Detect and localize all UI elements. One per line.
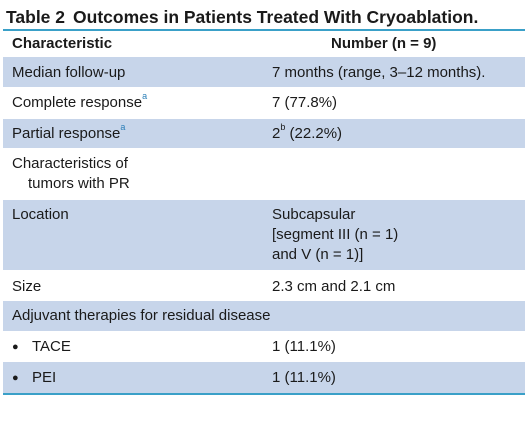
table-header-row: Characteristic Number (n = 9)	[3, 31, 525, 57]
footnote-b-marker: b	[280, 122, 286, 132]
partial-value-count: 2	[272, 125, 281, 142]
location-line2: [segment III (n = 1)	[272, 226, 399, 243]
location-value-cell: Subcapsular [segment III (n = 1) and V (…	[263, 205, 525, 270]
location-line3: and V (n = 1)]	[272, 246, 364, 263]
row-median-followup: Median follow-up 7 months (range, 3–12 m…	[3, 57, 525, 88]
complete-label: Complete response	[12, 94, 143, 111]
followup-value: 7 months (range, 3–12 months).	[272, 64, 486, 81]
location-label: Location	[12, 206, 69, 223]
complete-value: 7 (77.8%)	[272, 94, 338, 111]
row-characteristics-pr: Characteristics of tumors with PR	[3, 149, 525, 200]
partial-label: Partial response	[12, 125, 121, 142]
characteristics-line2: tumors with PR	[28, 175, 130, 192]
row-pei: ● PEI 1 (11.1%)	[3, 362, 525, 393]
bullet-icon: ●	[12, 372, 19, 384]
pei-label: PEI	[32, 369, 57, 386]
size-label: Size	[12, 278, 42, 295]
row-complete-response: Complete responsea 7 (77.8%)	[3, 88, 525, 119]
table-title: Table 2 Outcomes in Patients Treated With…	[3, 0, 525, 29]
adjuvant-label: Adjuvant therapies for residual disease	[12, 307, 271, 324]
tace-label-cell: ● TACE	[3, 337, 263, 361]
characteristics-label-cell: Characteristics of tumors with PR	[3, 154, 263, 199]
row-adjuvant-therapies: Adjuvant therapies for residual disease	[3, 301, 525, 332]
table-caption: Outcomes in Patients Treated With Cryoab…	[73, 7, 479, 27]
outcomes-table-figure: Table 2 Outcomes in Patients Treated With…	[3, 0, 525, 395]
header-number: Number (n = 9)	[331, 35, 437, 52]
partial-value-cell: 2b (22.2%)	[263, 122, 525, 148]
partial-label-cell: Partial responsea	[3, 122, 263, 148]
tace-value: 1 (11.1%)	[272, 338, 336, 355]
bullet-icon: ●	[12, 341, 19, 353]
pei-label-cell: ● PEI	[3, 368, 263, 393]
location-line1: Subcapsular	[272, 206, 356, 223]
header-characteristic: Characteristic	[12, 35, 113, 52]
row-location: Location Subcapsular [segment III (n = 1…	[3, 200, 525, 271]
footnote-a-marker: a	[120, 122, 126, 132]
characteristics-value-empty	[263, 154, 525, 199]
row-partial-response: Partial responsea 2b (22.2%)	[3, 119, 525, 149]
complete-label-cell: Complete responsea	[3, 91, 263, 118]
row-tace: ● TACE 1 (11.1%)	[3, 332, 525, 362]
pei-value: 1 (11.1%)	[272, 369, 336, 386]
table-number: Table 2	[6, 7, 66, 27]
tace-label: TACE	[32, 338, 71, 355]
row-size: Size 2.3 cm and 2.1 cm	[3, 271, 525, 301]
outcomes-table: Characteristic Number (n = 9) Median fol…	[3, 29, 525, 395]
followup-label: Median follow-up	[12, 64, 126, 81]
size-value: 2.3 cm and 2.1 cm	[272, 278, 396, 295]
characteristics-line1: Characteristics of	[12, 155, 128, 172]
partial-value-percent: (22.2%)	[285, 125, 343, 142]
footnote-a-marker: a	[142, 91, 148, 101]
